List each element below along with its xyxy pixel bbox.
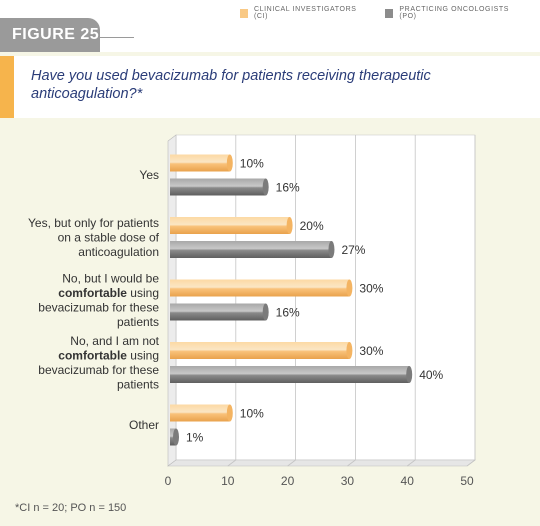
bar-po-1 bbox=[170, 241, 335, 258]
gridline-floor-50 bbox=[466, 459, 476, 467]
bar-ci-1-body bbox=[170, 217, 290, 234]
bar-po-3-cap bbox=[406, 366, 413, 383]
legend-item-ci: CLINICAL INVESTIGATORS (CI) bbox=[240, 6, 359, 20]
bar-ci-3-body bbox=[170, 342, 350, 359]
bar-po-3 bbox=[170, 366, 413, 383]
category-label: Yes bbox=[139, 168, 159, 182]
gridline-floor-30 bbox=[347, 459, 356, 467]
bar-ci-0-cap bbox=[226, 154, 233, 172]
bar-ci-2 bbox=[170, 279, 353, 297]
plot-floor bbox=[167, 459, 476, 467]
gridline-floor-40 bbox=[406, 459, 416, 467]
data-label-ci: 10% bbox=[240, 157, 264, 171]
bar-po-0-body bbox=[170, 178, 266, 196]
bar-po-2-body bbox=[170, 303, 266, 321]
question-accent-bar bbox=[0, 56, 14, 118]
bar-ci-3-cap bbox=[346, 342, 353, 359]
gridline-floor-10 bbox=[227, 459, 237, 467]
bar-po-2 bbox=[170, 303, 269, 321]
category-label: Other bbox=[129, 418, 159, 432]
x-tick-label: 50 bbox=[460, 474, 474, 488]
bar-po-3-body bbox=[170, 366, 410, 383]
figure-label: FIGURE 25 bbox=[12, 26, 100, 43]
category-label: patients bbox=[117, 315, 159, 329]
data-label-ci: 20% bbox=[300, 219, 324, 233]
bar-ci-0 bbox=[170, 154, 233, 172]
data-label-po: 27% bbox=[341, 243, 365, 257]
bar-po-0-cap bbox=[262, 178, 269, 196]
bar-po-4 bbox=[170, 428, 179, 446]
bar-ci-4-body bbox=[170, 404, 230, 422]
category-label: bevacizumab for these bbox=[38, 300, 159, 314]
bar-ci-3 bbox=[170, 342, 353, 359]
bar-ci-4-cap bbox=[226, 404, 233, 422]
bar-ci-4 bbox=[170, 404, 233, 422]
x-tick-label: 10 bbox=[221, 474, 235, 488]
bar-ci-1 bbox=[170, 217, 293, 234]
bar-ci-2-cap bbox=[346, 279, 353, 297]
data-label-po: 40% bbox=[419, 368, 443, 382]
category-label: No, and I am not bbox=[70, 334, 159, 348]
legend-label-ci: CLINICAL INVESTIGATORS (CI) bbox=[253, 6, 357, 20]
data-label-ci: 30% bbox=[359, 282, 383, 296]
question-box bbox=[0, 56, 540, 118]
question-text: Have you used bevacizumab for patients r… bbox=[31, 68, 431, 102]
category-label: Yes, but only for patients bbox=[28, 216, 159, 230]
figure-tab: FIGURE 25 bbox=[0, 18, 100, 52]
x-tick-label: 20 bbox=[281, 474, 295, 488]
data-label-po: 16% bbox=[276, 306, 300, 320]
bar-ci-2-body bbox=[170, 279, 350, 297]
legend-swatch-po bbox=[385, 8, 394, 18]
x-tick-label: 0 bbox=[165, 474, 172, 488]
x-tick-label: 30 bbox=[341, 474, 355, 488]
category-label: patients bbox=[117, 377, 159, 391]
legend: CLINICAL INVESTIGATORS (CI) PRACTICING O… bbox=[240, 6, 540, 20]
bar-ci-1-cap bbox=[286, 217, 293, 234]
category-label: on a stable dose of bbox=[58, 231, 160, 245]
gridline-floor-20 bbox=[287, 459, 296, 467]
bar-po-0 bbox=[170, 178, 269, 196]
data-label-po: 16% bbox=[276, 181, 300, 195]
data-label-ci: 10% bbox=[240, 407, 264, 421]
bar-po-2-cap bbox=[262, 303, 269, 321]
bar-ci-0-body bbox=[170, 154, 230, 172]
bar-po-1-body bbox=[170, 241, 332, 258]
legend-item-po: PRACTICING ONCOLOGISTS (PO) bbox=[385, 6, 514, 20]
x-tick-label: 40 bbox=[401, 474, 415, 488]
data-label-po: 1% bbox=[186, 431, 204, 445]
footnote: *CI n = 20; PO n = 150 bbox=[15, 502, 127, 514]
category-label: bevacizumab for these bbox=[38, 363, 159, 377]
legend-swatch-ci bbox=[240, 8, 248, 18]
tab-divider bbox=[100, 37, 134, 38]
category-label: comfortable using bbox=[58, 348, 159, 362]
category-label: No, but I would be bbox=[62, 271, 159, 285]
bar-po-1-cap bbox=[328, 241, 335, 258]
category-label: comfortable using bbox=[58, 286, 159, 300]
data-label-ci: 30% bbox=[359, 344, 383, 358]
category-label: anticoagulation bbox=[78, 245, 159, 259]
legend-label-po: PRACTICING ONCOLOGISTS (PO) bbox=[399, 6, 510, 20]
bar-po-4-cap bbox=[173, 428, 179, 446]
